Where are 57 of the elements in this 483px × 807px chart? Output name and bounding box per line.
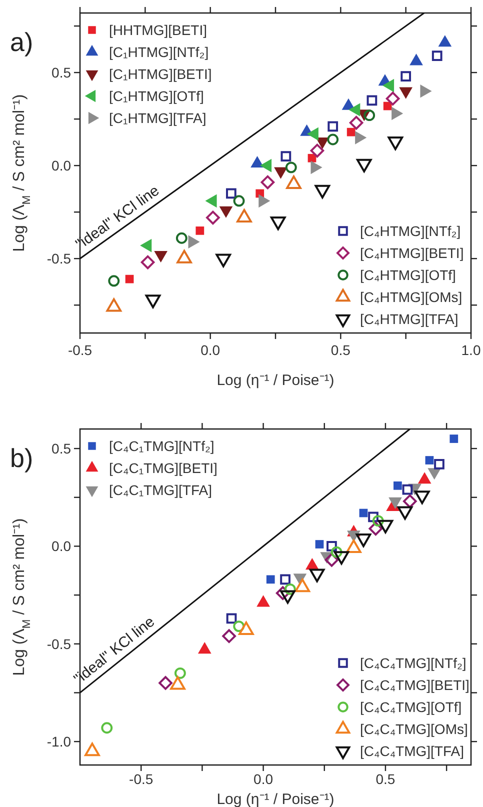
legend-label: [C₄C₁TMG][NTf₂] xyxy=(109,438,214,454)
point xyxy=(196,226,204,235)
legend-label: [C₄HTMG][TFA] xyxy=(360,311,458,327)
point xyxy=(310,144,324,158)
legend-label: [C₄HTMG][NTf₂] xyxy=(360,223,461,239)
point xyxy=(285,162,297,174)
x-tick-label: 0.0 xyxy=(254,771,274,787)
legend-label: [C₄HTMG][BETI] xyxy=(360,245,464,261)
x-tick-label: 1.0 xyxy=(461,342,481,358)
text: b) xyxy=(10,443,34,473)
x-tick-label: 0.0 xyxy=(200,342,220,358)
point xyxy=(327,134,339,146)
point xyxy=(328,121,338,132)
point xyxy=(364,110,376,122)
y-tick-label: -0.5 xyxy=(46,636,72,652)
legend-label: [C₄C₄TMG][OTf] xyxy=(360,699,462,715)
legend-label: [HHTMG][BETI] xyxy=(109,22,207,38)
y-tick-label: 0.0 xyxy=(52,538,72,554)
point xyxy=(346,128,356,136)
x-tick-label: 0.5 xyxy=(330,342,351,358)
legend-label: [C₄C₄TMG][NTf₂] xyxy=(360,655,466,671)
x-tick-label: -0.5 xyxy=(129,771,154,787)
point xyxy=(176,232,188,244)
point xyxy=(386,92,400,106)
y-tick-label: 0.0 xyxy=(52,158,72,174)
point xyxy=(125,274,134,284)
x-axis-title: Log (η⁻¹ / Poise⁻¹) xyxy=(216,372,334,389)
legend-label: [C₄C₄TMG][BETI] xyxy=(360,677,470,693)
legend-label: [C₄C₁TMG][BETI] xyxy=(109,460,218,476)
text: a) xyxy=(10,27,34,57)
legend-label: [C₄C₄TMG][TFA] xyxy=(360,743,464,759)
legend-label: [C₁HTMG][BETI] xyxy=(109,66,212,82)
point xyxy=(349,116,364,130)
point xyxy=(206,210,220,225)
x-axis-title: Log (η⁻¹ / Poise⁻¹) xyxy=(216,791,334,807)
y-tick-label: -0.5 xyxy=(46,250,72,267)
legend-label: [C₁HTMG][TFA] xyxy=(109,110,206,126)
legend-label: [C₄HTMG][OTf] xyxy=(360,267,456,283)
point xyxy=(400,71,412,82)
legend-label: [C₁HTMG][OTf] xyxy=(109,88,204,104)
point xyxy=(280,151,292,162)
point xyxy=(366,95,378,106)
y-tick-label: 0.5 xyxy=(52,64,72,81)
point xyxy=(108,275,120,287)
x-tick-label: 0.5 xyxy=(376,771,396,787)
point xyxy=(226,188,236,199)
x-tick-label: -0.5 xyxy=(68,342,92,358)
y-tick-label: 0.5 xyxy=(52,440,72,457)
y-tick-label: -1.0 xyxy=(46,734,72,750)
legend-label: [C₄C₄TMG][OMs] xyxy=(360,721,468,737)
point xyxy=(432,50,442,61)
legend-label: [C₄HTMG][OMs] xyxy=(360,289,462,305)
point xyxy=(233,195,245,207)
point xyxy=(260,175,275,190)
point xyxy=(140,255,155,270)
legend-label: [C₁HTMG][NTf₂] xyxy=(109,44,209,60)
legend-label: [C₄C₁TMG][TFA] xyxy=(109,482,212,498)
